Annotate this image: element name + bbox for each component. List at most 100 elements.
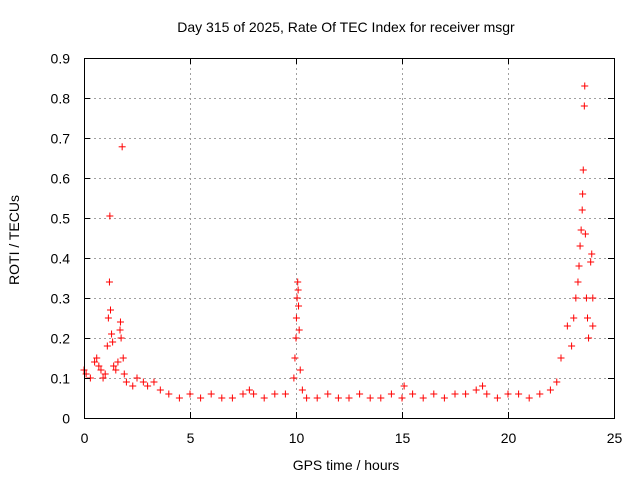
- data-point: [296, 366, 304, 374]
- data-point: [515, 390, 523, 398]
- data-point: [398, 394, 406, 402]
- axis-ticks: [84, 58, 615, 419]
- data-point: [93, 354, 101, 362]
- data-point: [581, 230, 589, 238]
- data-point: [122, 378, 130, 386]
- data-point: [97, 366, 105, 374]
- data-point: [218, 394, 226, 402]
- y-tick-label: 0.9: [51, 51, 71, 67]
- data-point: [572, 294, 580, 302]
- data-point: [165, 390, 173, 398]
- data-point: [294, 278, 302, 286]
- data-point: [228, 394, 236, 402]
- data-point: [156, 386, 164, 394]
- grid: [84, 58, 614, 418]
- data-point: [575, 262, 583, 270]
- data-point: [197, 394, 205, 402]
- data-point: [451, 390, 459, 398]
- y-axis-tick-labels: 0 0.1 0.2 0.3 0.4 0.5 0.6 0.7 0.8 0.9: [51, 51, 71, 427]
- data-point: [563, 322, 571, 330]
- data-point: [107, 306, 114, 314]
- data-point: [585, 334, 593, 342]
- data-point: [581, 82, 589, 90]
- data-point: [366, 394, 374, 402]
- data-point: [99, 374, 107, 382]
- data-point: [119, 354, 127, 362]
- x-tick-label: 0: [81, 430, 89, 446]
- data-point: [116, 318, 124, 326]
- y-tick-label: 0.4: [51, 251, 71, 267]
- data-point: [298, 386, 306, 394]
- data-point: [144, 382, 152, 390]
- data-point: [110, 362, 118, 370]
- data-point: [536, 390, 544, 398]
- data-point: [584, 314, 591, 322]
- data-point: [103, 342, 111, 350]
- data-point: [589, 322, 597, 330]
- x-tick-label: 25: [607, 430, 623, 446]
- data-point: [579, 190, 587, 198]
- data-point: [472, 386, 480, 394]
- data-point: [239, 390, 247, 398]
- y-axis-label: ROTI / TECUs: [6, 195, 22, 285]
- chart-title: Day 315 of 2025, Rate Of TEC Index for r…: [177, 19, 515, 35]
- data-point: [587, 258, 595, 266]
- data-point: [175, 394, 183, 402]
- data-point: [139, 378, 147, 386]
- data-point: [579, 166, 587, 174]
- data-point: [479, 382, 487, 390]
- data-point: [207, 390, 215, 398]
- data-point: [117, 334, 125, 342]
- x-tick-label: 10: [289, 430, 305, 446]
- x-tick-label: 15: [395, 430, 411, 446]
- data-point: [462, 390, 470, 398]
- data-point: [295, 302, 303, 310]
- data-point: [101, 370, 109, 378]
- data-point: [95, 362, 103, 370]
- data-point: [303, 394, 311, 402]
- x-axis-label: GPS time / hours: [293, 457, 400, 473]
- data-point: [293, 294, 301, 302]
- y-tick-label: 0.3: [51, 291, 71, 307]
- data-point: [483, 390, 491, 398]
- data-point: [440, 394, 448, 402]
- data-point: [589, 294, 597, 302]
- data-point: [186, 390, 194, 398]
- data-point: [292, 314, 300, 322]
- data-point: [112, 366, 120, 374]
- data-point: [568, 342, 576, 350]
- y-tick-label: 0.7: [51, 131, 71, 147]
- data-point: [582, 294, 590, 302]
- data-point: [504, 390, 512, 398]
- x-axis-tick-labels: 0 5 10 15 20 25: [81, 430, 623, 446]
- data-point: [356, 390, 364, 398]
- data-point: [108, 330, 116, 338]
- data-point: [114, 358, 122, 366]
- data-point: [105, 278, 113, 286]
- data-point: [570, 314, 578, 322]
- data-point: [574, 278, 582, 286]
- data-point: [557, 354, 565, 362]
- data-point: [313, 394, 321, 402]
- data-point: [133, 374, 141, 382]
- data-point: [377, 394, 385, 402]
- data-point: [588, 250, 596, 258]
- data-points: [80, 82, 597, 402]
- data-point: [580, 102, 588, 110]
- data-point: [245, 386, 253, 394]
- data-point: [493, 394, 501, 402]
- data-point: [553, 378, 561, 386]
- data-point: [82, 370, 90, 378]
- data-point: [345, 394, 353, 402]
- data-point: [260, 394, 268, 402]
- data-point: [525, 394, 533, 402]
- data-point: [120, 370, 128, 378]
- x-tick-label: 20: [501, 430, 517, 446]
- data-point: [324, 390, 332, 398]
- data-point: [400, 382, 408, 390]
- data-point: [292, 334, 300, 342]
- data-point: [430, 390, 438, 398]
- data-point: [290, 374, 298, 382]
- y-tick-label: 0.8: [51, 91, 71, 107]
